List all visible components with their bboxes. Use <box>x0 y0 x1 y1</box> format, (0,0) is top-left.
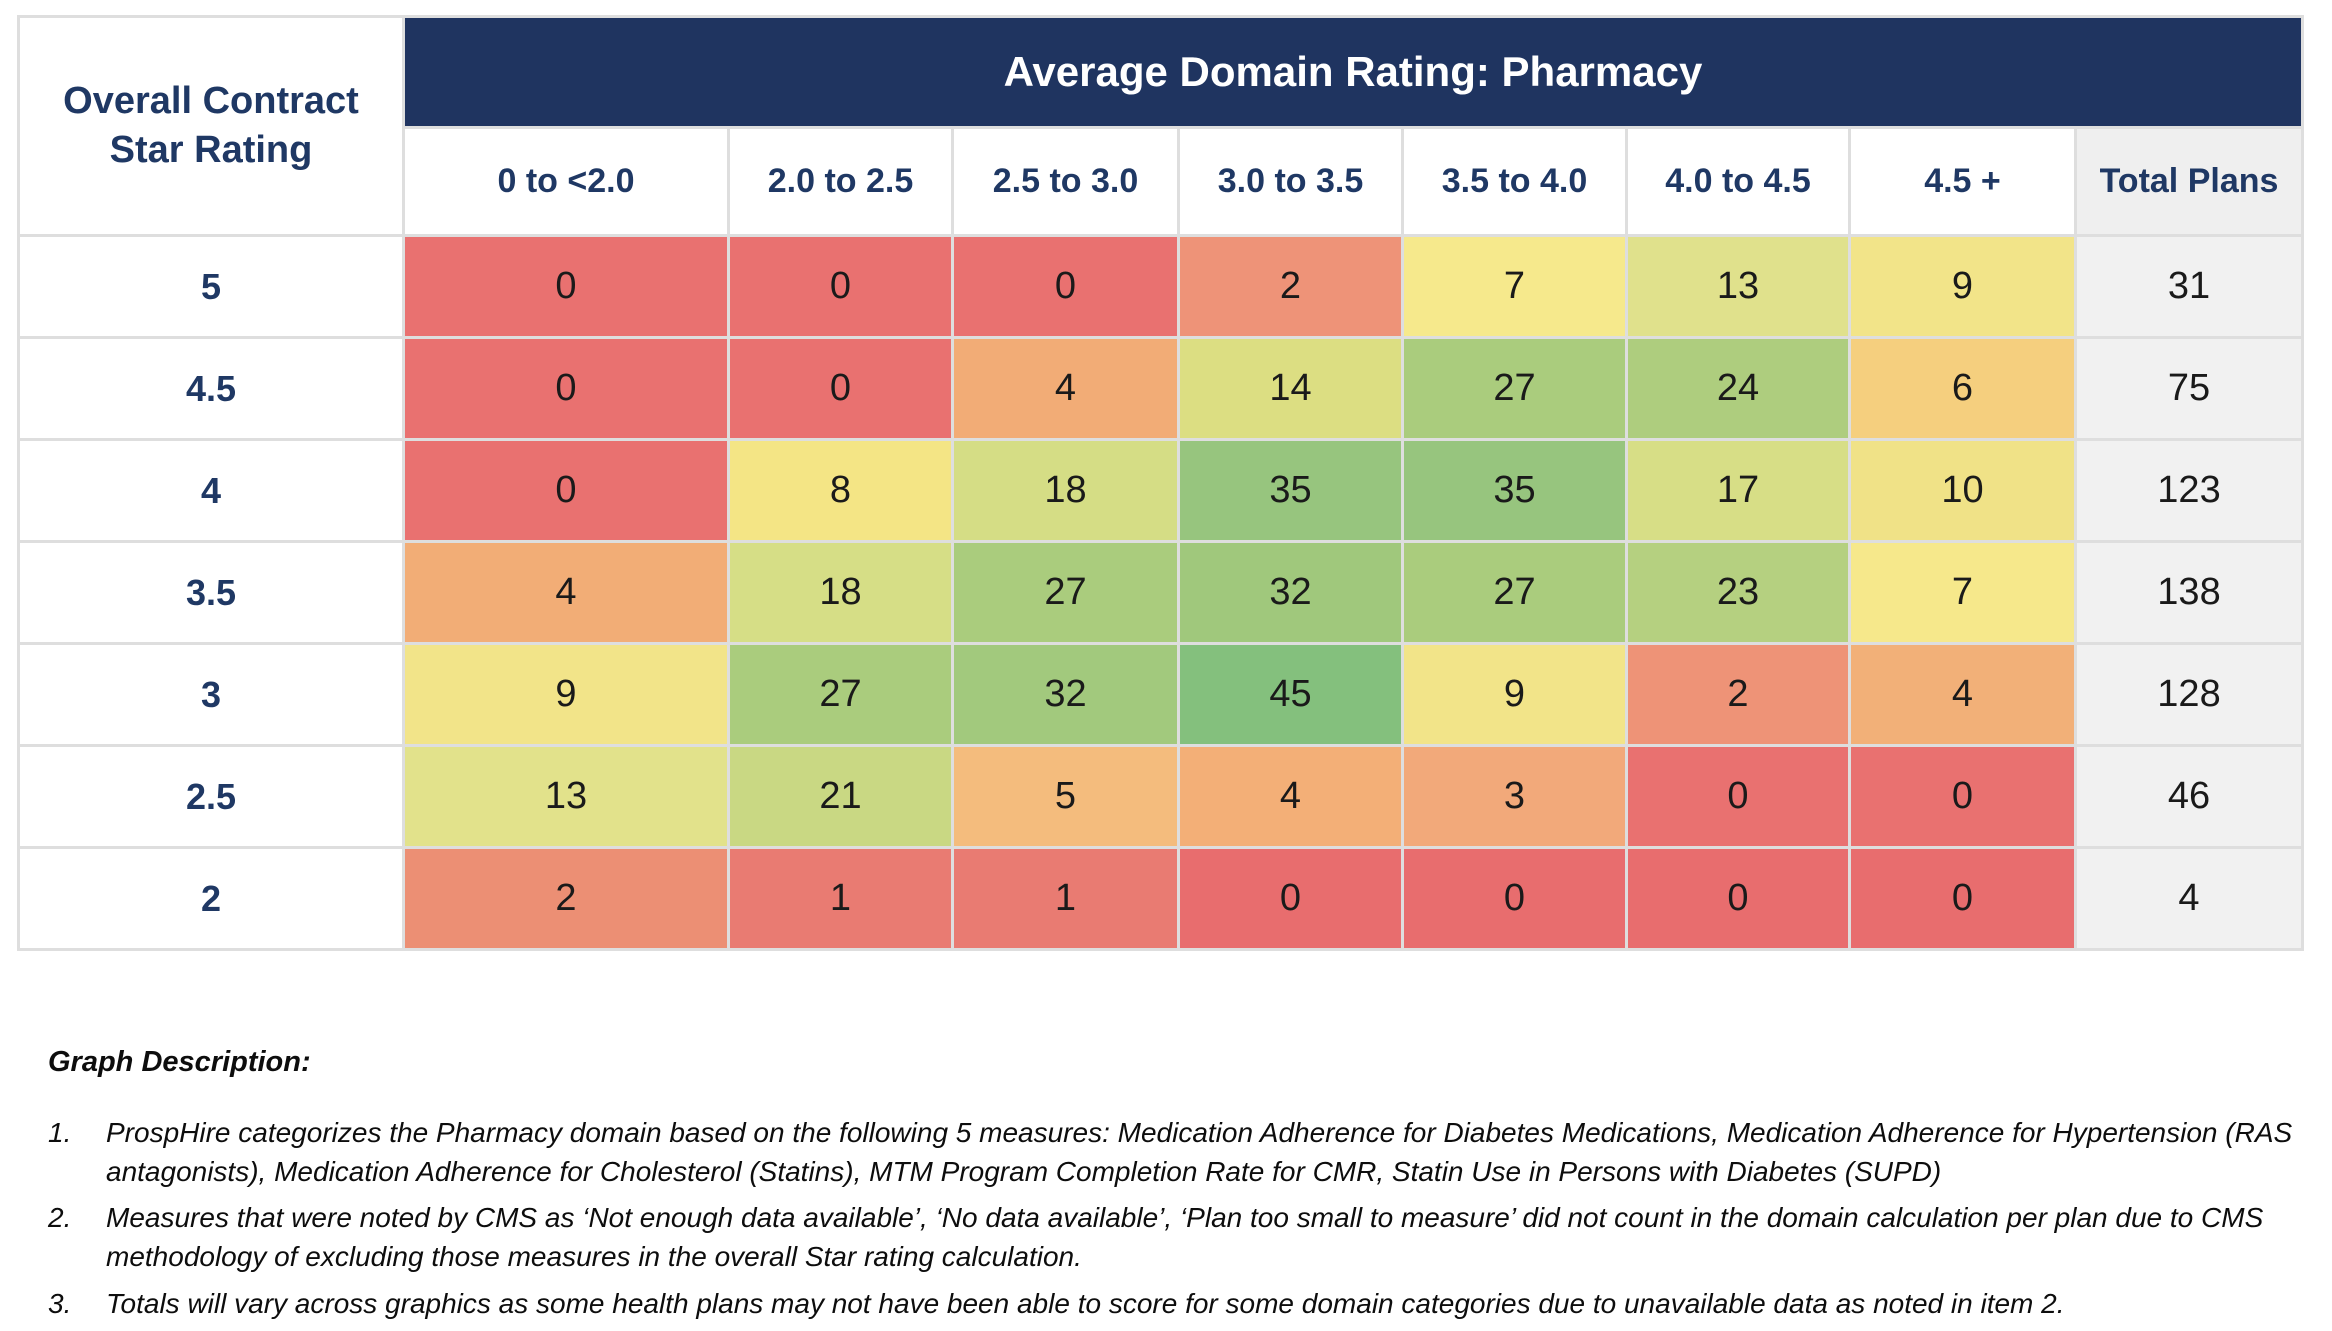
heatmap-cell: 9 <box>405 645 727 744</box>
total-plans-cell: 128 <box>2077 645 2301 744</box>
heatmap-cell: 27 <box>1404 543 1625 642</box>
heatmap-cell: 0 <box>1404 849 1625 948</box>
heatmap-cell: 45 <box>1180 645 1401 744</box>
heatmap-cell: 4 <box>405 543 727 642</box>
heatmap-cell: 7 <box>1851 543 2074 642</box>
column-header-4-to-4.5: 4.0 to 4.5 <box>1628 129 1848 234</box>
heatmap-cell: 24 <box>1628 339 1848 438</box>
heatmap-cell: 2 <box>1628 645 1848 744</box>
heatmap-cell: 0 <box>1851 747 2074 846</box>
column-header-total-plans: Total Plans <box>2077 129 2301 234</box>
total-plans-cell: 4 <box>2077 849 2301 948</box>
heatmap-cell: 1 <box>954 849 1177 948</box>
total-plans-cell: 46 <box>2077 747 2301 846</box>
heatmap-cell: 9 <box>1851 237 2074 336</box>
graph-description-title: Graph Description: <box>48 1046 311 1078</box>
total-plans-cell: 75 <box>2077 339 2301 438</box>
heatmap-cell: 5 <box>954 747 1177 846</box>
heatmap-cell: 7 <box>1404 237 1625 336</box>
graph-description-item: 2. Measures that were noted by CMS as ‘N… <box>48 1199 2316 1276</box>
row-label: 2 <box>20 849 402 948</box>
heatmap-cell: 23 <box>1628 543 1848 642</box>
heatmap-cell: 0 <box>1628 849 1848 948</box>
heatmap-cell: 0 <box>1180 849 1401 948</box>
row-label: 2.5 <box>20 747 402 846</box>
row-label: 4.5 <box>20 339 402 438</box>
note-text: Totals will vary across graphics as some… <box>106 1287 2065 1319</box>
heatmap-cell: 32 <box>1180 543 1401 642</box>
heatmap-cell: 13 <box>405 747 727 846</box>
note-number: 2. <box>48 1202 72 1234</box>
graph-description: Graph Description: 1. ProspHire categori… <box>48 1042 2316 1331</box>
heatmap-cell: 14 <box>1180 339 1401 438</box>
heatmap-cell: 4 <box>1180 747 1401 846</box>
total-plans-cell: 123 <box>2077 441 2301 540</box>
heatmap-cell: 0 <box>730 237 951 336</box>
heatmap-cell: 0 <box>730 339 951 438</box>
heatmap-cell: 0 <box>1628 747 1848 846</box>
column-header-2.5-to-3: 2.5 to 3.0 <box>954 129 1177 234</box>
note-number: 1. <box>48 1117 72 1149</box>
pharmacy-rating-table: Overall Contract Star Rating Average Dom… <box>17 15 2304 951</box>
heatmap-cell: 17 <box>1628 441 1848 540</box>
heatmap-cell: 35 <box>1180 441 1401 540</box>
note-text: Measures that were noted by CMS as ‘Not … <box>106 1202 2264 1272</box>
column-header-4.5-plus: 4.5 + <box>1851 129 2074 234</box>
row-label: 5 <box>20 237 402 336</box>
table-title: Average Domain Rating: Pharmacy <box>405 18 2301 126</box>
column-header-0-to-2: 0 to <2.0 <box>405 129 727 234</box>
heatmap-cell: 21 <box>730 747 951 846</box>
column-header-2-to-2.5: 2.0 to 2.5 <box>730 129 951 234</box>
row-label: 4 <box>20 441 402 540</box>
row-label: 3 <box>20 645 402 744</box>
heatmap-cell: 10 <box>1851 441 2074 540</box>
heatmap-cell: 0 <box>405 339 727 438</box>
heatmap-cell: 4 <box>1851 645 2074 744</box>
note-number: 3. <box>48 1287 72 1319</box>
heatmap-cell: 18 <box>730 543 951 642</box>
graph-description-item: 3. Totals will vary across graphics as s… <box>48 1285 2316 1324</box>
heatmap-cell: 1 <box>730 849 951 948</box>
heatmap-cell: 3 <box>1404 747 1625 846</box>
column-header-3.5-to-4: 3.5 to 4.0 <box>1404 129 1625 234</box>
heatmap-cell: 27 <box>730 645 951 744</box>
heatmap-cell: 35 <box>1404 441 1625 540</box>
heatmap-cell: 32 <box>954 645 1177 744</box>
heatmap-cell: 9 <box>1404 645 1625 744</box>
heatmap-cell: 6 <box>1851 339 2074 438</box>
heatmap-cell: 0 <box>405 441 727 540</box>
column-header-3-to-3.5: 3.0 to 3.5 <box>1180 129 1401 234</box>
heatmap-cell: 0 <box>405 237 727 336</box>
total-plans-cell: 138 <box>2077 543 2301 642</box>
heatmap-cell: 2 <box>405 849 727 948</box>
row-label: 3.5 <box>20 543 402 642</box>
heatmap-cell: 13 <box>1628 237 1848 336</box>
heatmap-cell: 0 <box>954 237 1177 336</box>
heatmap-cell: 27 <box>1404 339 1625 438</box>
heatmap-cell: 18 <box>954 441 1177 540</box>
heatmap-cell: 8 <box>730 441 951 540</box>
total-plans-cell: 31 <box>2077 237 2301 336</box>
graph-description-item: 1. ProspHire categorizes the Pharmacy do… <box>48 1114 2316 1191</box>
note-text: ProspHire categorizes the Pharmacy domai… <box>106 1117 2293 1187</box>
heatmap-cell: 2 <box>1180 237 1401 336</box>
heatmap-cell: 27 <box>954 543 1177 642</box>
heatmap-grid: Overall Contract Star Rating Average Dom… <box>17 15 2304 951</box>
row-header-cell: Overall Contract Star Rating <box>20 18 402 234</box>
heatmap-cell: 0 <box>1851 849 2074 948</box>
heatmap-cell: 4 <box>954 339 1177 438</box>
